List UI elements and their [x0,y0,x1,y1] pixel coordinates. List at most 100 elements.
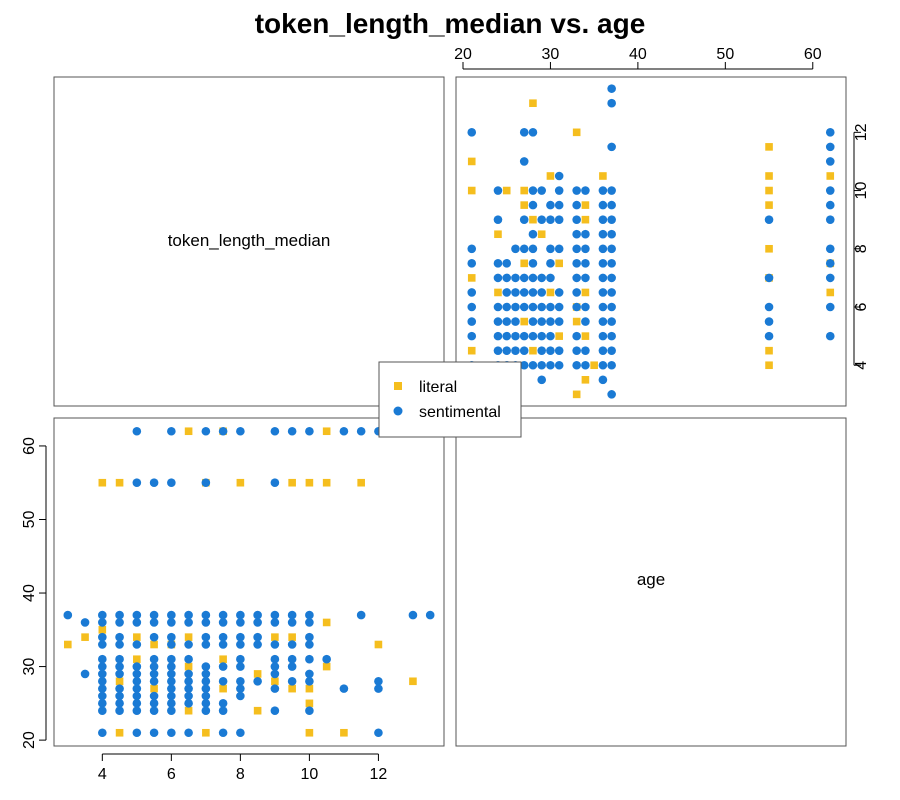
point-sentimental [528,273,538,283]
tick-label-top: 20 [454,46,472,63]
point-sentimental [825,128,835,137]
point-sentimental [467,302,477,312]
point-literal [115,728,124,737]
tick-label-right: 6 [853,302,870,311]
point-literal [581,288,590,297]
tick-label-bottom: 6 [167,766,176,783]
point-sentimental [167,691,176,701]
point-sentimental [184,676,193,686]
point-sentimental [253,618,262,627]
point-sentimental [184,691,193,701]
point-sentimental [98,654,107,664]
point-literal [133,655,141,664]
point-sentimental [511,317,520,326]
point-sentimental [98,669,107,679]
point-sentimental [528,229,538,239]
axes-layer: 4 6 8 10 12 20 30 40 50 60 20 30 40 50 60 4 6 8 10 12 [21,46,870,783]
point-sentimental [581,302,590,312]
point-sentimental [167,728,176,738]
point-sentimental [607,259,616,268]
point-sentimental [519,215,529,224]
point-sentimental [236,618,245,627]
point-literal [555,259,563,268]
point-sentimental [598,331,608,341]
point-sentimental [339,684,349,693]
point-sentimental [546,317,555,326]
point-literal [98,478,107,487]
point-sentimental [184,654,193,664]
point-sentimental [167,706,176,715]
point-sentimental [607,98,616,108]
point-sentimental [519,244,529,254]
point-sentimental [581,259,590,268]
point-sentimental [572,302,581,312]
point-literal [271,633,279,641]
point-sentimental [305,610,314,620]
point-sentimental [502,273,512,283]
point-sentimental [572,273,581,283]
point-sentimental [253,640,262,649]
point-literal [546,288,555,297]
point-sentimental [607,317,616,326]
point-sentimental [218,662,228,671]
point-sentimental [218,640,228,649]
point-literal [64,640,72,649]
panel-diag-top-left [53,76,445,407]
point-sentimental [270,706,280,715]
point-sentimental [201,669,211,679]
point-literal [537,230,546,239]
point-sentimental [115,699,124,708]
point-sentimental [764,273,774,283]
point-sentimental [519,128,529,137]
point-sentimental [825,215,835,224]
point-literal [271,677,279,686]
tick-label-top: 40 [629,46,647,63]
point-literal [150,640,158,649]
point-sentimental [493,186,503,195]
point-sentimental [511,302,520,312]
point-literal [322,427,331,436]
point-sentimental [554,215,564,224]
point-sentimental [572,200,581,210]
tick-label-left: 30 [21,658,38,676]
point-sentimental [554,171,564,181]
point-sentimental [598,215,608,224]
point-literal [184,427,193,436]
point-literal [555,332,563,340]
point-sentimental [528,128,538,137]
point-sentimental [201,699,211,708]
point-sentimental [607,142,616,152]
point-literal [765,361,773,370]
point-literal [133,633,141,641]
point-sentimental [502,259,512,268]
point-sentimental [572,346,581,355]
tick-label-right: 10 [853,182,870,200]
point-sentimental [270,478,280,488]
point-sentimental [374,684,383,693]
point-sentimental [236,632,245,642]
point-sentimental [607,346,616,355]
point-sentimental [236,684,245,693]
point-sentimental [607,331,616,341]
point-literal [184,706,193,715]
point-literal [305,684,314,693]
point-sentimental [115,640,124,649]
point-sentimental [218,699,228,708]
point-literal [467,157,476,166]
point-sentimental [80,618,90,627]
point-sentimental [236,728,245,738]
point-sentimental [408,610,418,620]
point-sentimental [184,640,193,649]
point-sentimental [546,200,555,210]
point-sentimental [825,331,835,341]
point-sentimental [132,669,142,679]
panel-bottom-left [53,417,445,747]
point-sentimental [519,302,529,312]
point-literal [765,346,773,355]
point-sentimental [201,426,211,436]
tick-label-right: 12 [853,123,870,141]
point-literal [581,201,590,209]
point-sentimental [528,244,538,254]
point-literal [546,172,555,180]
tick-label-bottom: 10 [300,766,318,783]
